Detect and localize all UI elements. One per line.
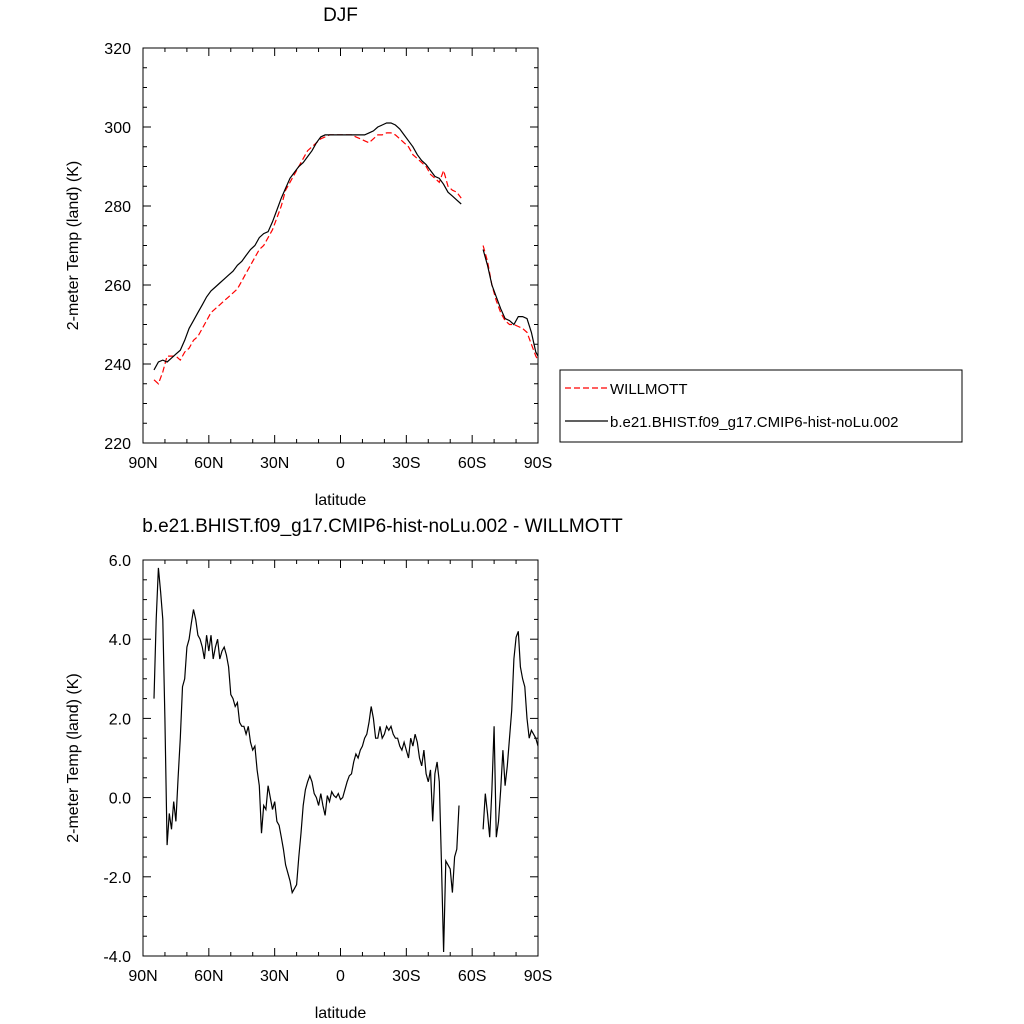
bottom-panel-difference: b.e21.BHIST.f09_g17.CMIP6-hist-noLu.002 … xyxy=(65,516,623,1022)
x-tick-label: 60N xyxy=(194,968,223,985)
x-tick-label: 90S xyxy=(524,455,552,472)
legend-box xyxy=(559,369,963,443)
series-line-b-e21-bhist-f09-g17-cmip6-hist-nolu-002-segment-1 xyxy=(482,249,538,357)
y-tick-label: 320 xyxy=(104,41,131,58)
y-tick-label: 2.0 xyxy=(109,711,131,728)
chart-title: b.e21.BHIST.f09_g17.CMIP6-hist-noLu.002 … xyxy=(142,516,623,537)
y-axis-label: 2-meter Temp (land) (K) xyxy=(65,673,82,843)
y-tick-label: 0.0 xyxy=(109,791,131,808)
x-tick-label: 60S xyxy=(458,968,486,985)
y-tick-label: 280 xyxy=(104,199,131,216)
x-tick-label: 60N xyxy=(194,455,223,472)
x-tick-label: 30N xyxy=(260,455,289,472)
y-tick-label: -4.0 xyxy=(103,949,131,966)
x-tick-label: 30N xyxy=(260,968,289,985)
series-line-difference-segment-0 xyxy=(153,567,460,953)
series-line-willmott-segment-0 xyxy=(153,132,462,385)
legend: WILLMOTT b.e21.BHIST.f09_g17.CMIP6-hist-n… xyxy=(559,369,963,443)
legend-entry: b.e21.BHIST.f09_g17.CMIP6-hist-noLu.002 xyxy=(610,414,899,431)
x-axis-label: latitude xyxy=(315,492,367,509)
top-panel-djf: DJF 90N 60N 30N 0 30S 60S 90S 220 240 260 280 300 320… xyxy=(65,5,552,509)
plot-frame xyxy=(142,47,539,444)
x-axis-label: latitude xyxy=(315,1005,367,1022)
x-tick-label: 30S xyxy=(392,455,420,472)
y-tick-label: 240 xyxy=(104,357,131,374)
x-tick-label: 0 xyxy=(336,968,345,985)
series-line-willmott-segment-1 xyxy=(482,245,538,361)
y-tick-label: 4.0 xyxy=(109,632,131,649)
plot-frame xyxy=(142,559,539,957)
x-tick-label: 90N xyxy=(128,455,157,472)
y-tick-label: 300 xyxy=(104,120,131,137)
y-tick-label: -2.0 xyxy=(103,870,131,887)
x-tick-label: 60S xyxy=(458,455,486,472)
x-tick-label: 90N xyxy=(128,968,157,985)
x-tick-label: 90S xyxy=(524,968,552,985)
series-line-difference-segment-1 xyxy=(482,631,538,838)
series-line-b-e21-bhist-f09-g17-cmip6-hist-nolu-002-segment-0 xyxy=(153,122,462,371)
legend-entry: WILLMOTT xyxy=(610,381,688,398)
x-tick-label: 0 xyxy=(336,455,345,472)
y-tick-label: 260 xyxy=(104,278,131,295)
y-tick-label: 220 xyxy=(104,436,131,453)
x-tick-label: 30S xyxy=(392,968,420,985)
chart-title: DJF xyxy=(323,5,358,26)
y-tick-label: 6.0 xyxy=(109,553,131,570)
y-axis-label: 2-meter Temp (land) (K) xyxy=(65,161,82,331)
